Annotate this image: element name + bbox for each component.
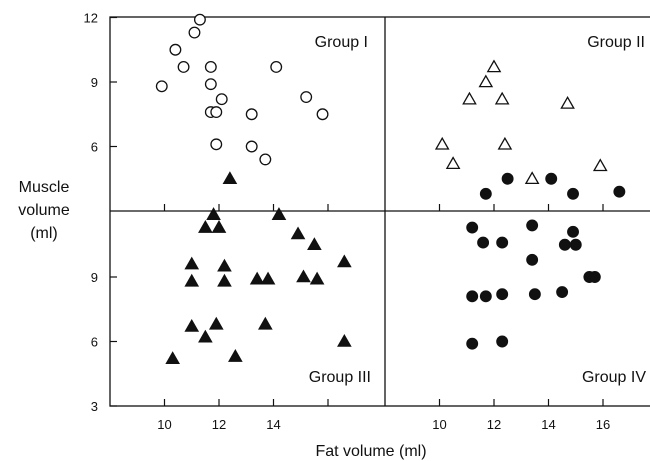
data-point-bottom-right <box>556 286 569 299</box>
data-point-bottom-left <box>337 254 352 268</box>
data-point-bottom-right <box>496 288 509 301</box>
x-axis-title: Fat volume (ml) <box>315 443 426 460</box>
data-point-bottom-left <box>184 318 200 332</box>
axis-layer: 6 9 12 3 6 9 10 12 14 10 12 14 16 Group I Group II Grou… <box>84 11 647 433</box>
data-point-bottom-right <box>558 238 571 251</box>
y-tick-label-top: 12 <box>84 11 98 26</box>
data-point-top-right <box>478 74 494 88</box>
data-point-top-left <box>245 140 258 153</box>
x-tick-label-right: 12 <box>487 417 501 432</box>
data-point-top-left <box>210 106 223 119</box>
data-point-top-right <box>486 59 502 73</box>
data-point-top-left <box>204 60 217 73</box>
data-point-bottom-left <box>337 333 352 347</box>
x-tick-label-right: 16 <box>596 417 610 432</box>
data-point-bottom-left <box>184 256 200 270</box>
data-point-top-left <box>155 80 168 93</box>
data-point-bottom-left <box>206 207 221 220</box>
points-layer <box>155 13 626 365</box>
data-point-top-right-extra <box>613 185 626 198</box>
data-point-top-right <box>445 156 461 170</box>
panel-title-bottom-left: Group III <box>309 369 371 386</box>
data-point-bottom-right <box>496 236 509 249</box>
data-point-bottom-left <box>198 329 213 343</box>
y-tick-label-top: 6 <box>91 140 98 155</box>
y-axis-title-line-2: volume <box>18 202 70 219</box>
data-point-bottom-right <box>477 236 490 249</box>
data-point-top-left <box>204 78 217 91</box>
data-point-top-right <box>494 91 510 105</box>
data-point-bottom-right <box>496 335 509 348</box>
data-point-top-right <box>434 136 450 150</box>
data-point-bottom-left <box>258 316 273 330</box>
data-point-bottom-right <box>569 238 582 251</box>
data-point-bottom-left <box>271 207 287 220</box>
data-point-bottom-left <box>309 271 325 285</box>
panels-layer <box>109 16 650 407</box>
data-point-top-left <box>270 60 283 73</box>
data-point-bottom-right <box>466 337 479 350</box>
panel-title-top-left: Group I <box>315 34 368 51</box>
data-point-top-left-extra <box>222 171 238 185</box>
y-axis-title-line-3: (ml) <box>30 225 58 242</box>
y-tick-label-bottom: 3 <box>91 399 98 414</box>
data-point-top-right <box>560 95 575 109</box>
data-point-bottom-right <box>526 219 539 232</box>
data-point-top-left <box>210 138 223 151</box>
data-point-top-left <box>259 153 272 166</box>
data-point-bottom-left <box>217 258 232 272</box>
panel-title-bottom-right: Group IV <box>582 369 646 386</box>
data-point-bottom-left <box>307 237 322 251</box>
y-tick-label-top: 9 <box>91 75 98 90</box>
data-point-bottom-left <box>290 226 306 240</box>
data-point-top-right <box>524 171 540 185</box>
data-point-bottom-left <box>165 351 180 365</box>
data-point-top-left <box>300 91 313 104</box>
data-point-bottom-left <box>198 220 213 233</box>
data-point-top-right-extra <box>567 187 579 200</box>
data-point-top-left <box>177 60 190 73</box>
data-point-top-left <box>316 108 329 121</box>
data-point-bottom-right <box>588 271 601 283</box>
data-point-bottom-left <box>260 271 276 285</box>
data-point-bottom-left <box>217 273 232 287</box>
data-point-top-right-extra <box>479 187 492 200</box>
x-tick-label-left: 10 <box>157 417 171 432</box>
x-tick-label-left: 14 <box>266 417 280 432</box>
y-tick-label-bottom: 9 <box>91 270 98 285</box>
data-point-top-left <box>193 13 206 26</box>
data-point-bottom-right <box>567 225 579 238</box>
data-point-bottom-left <box>249 271 265 285</box>
data-point-bottom-right <box>466 221 479 234</box>
x-tick-label-left: 12 <box>212 417 226 432</box>
data-point-top-right-extra <box>545 172 558 185</box>
data-point-top-left <box>245 108 258 121</box>
data-point-bottom-left <box>208 316 224 330</box>
data-point-bottom-right <box>466 290 479 303</box>
data-point-top-left <box>215 93 228 106</box>
data-point-bottom-right <box>526 253 539 266</box>
data-point-bottom-right <box>479 290 492 303</box>
panel-title-top-right: Group II <box>587 34 645 51</box>
data-point-top-left <box>188 26 201 39</box>
data-point-top-right-extra <box>501 172 514 185</box>
data-point-bottom-left <box>184 273 200 287</box>
data-point-top-right <box>497 136 513 150</box>
y-axis-title-line-1: Muscle <box>19 179 70 196</box>
data-point-top-left <box>169 43 182 56</box>
data-point-top-right <box>462 91 477 105</box>
data-point-bottom-left <box>228 349 243 362</box>
data-point-bottom-right <box>528 288 541 301</box>
data-point-bottom-left <box>211 220 227 233</box>
x-tick-label-right: 10 <box>432 417 446 432</box>
data-point-bottom-left <box>296 269 311 283</box>
y-tick-label-bottom: 6 <box>91 335 98 350</box>
x-tick-label-right: 14 <box>541 417 555 432</box>
data-point-top-right <box>592 158 608 172</box>
